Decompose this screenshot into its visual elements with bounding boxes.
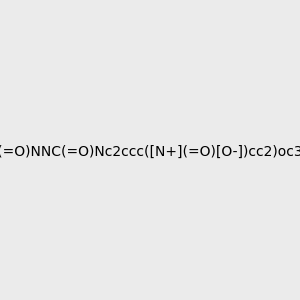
Text: Cc1c(C(=O)NNC(=O)Nc2ccc([N+](=O)[O-])cc2)oc3ccccc13: Cc1c(C(=O)NNC(=O)Nc2ccc([N+](=O)[O-])cc2… [0,145,300,158]
